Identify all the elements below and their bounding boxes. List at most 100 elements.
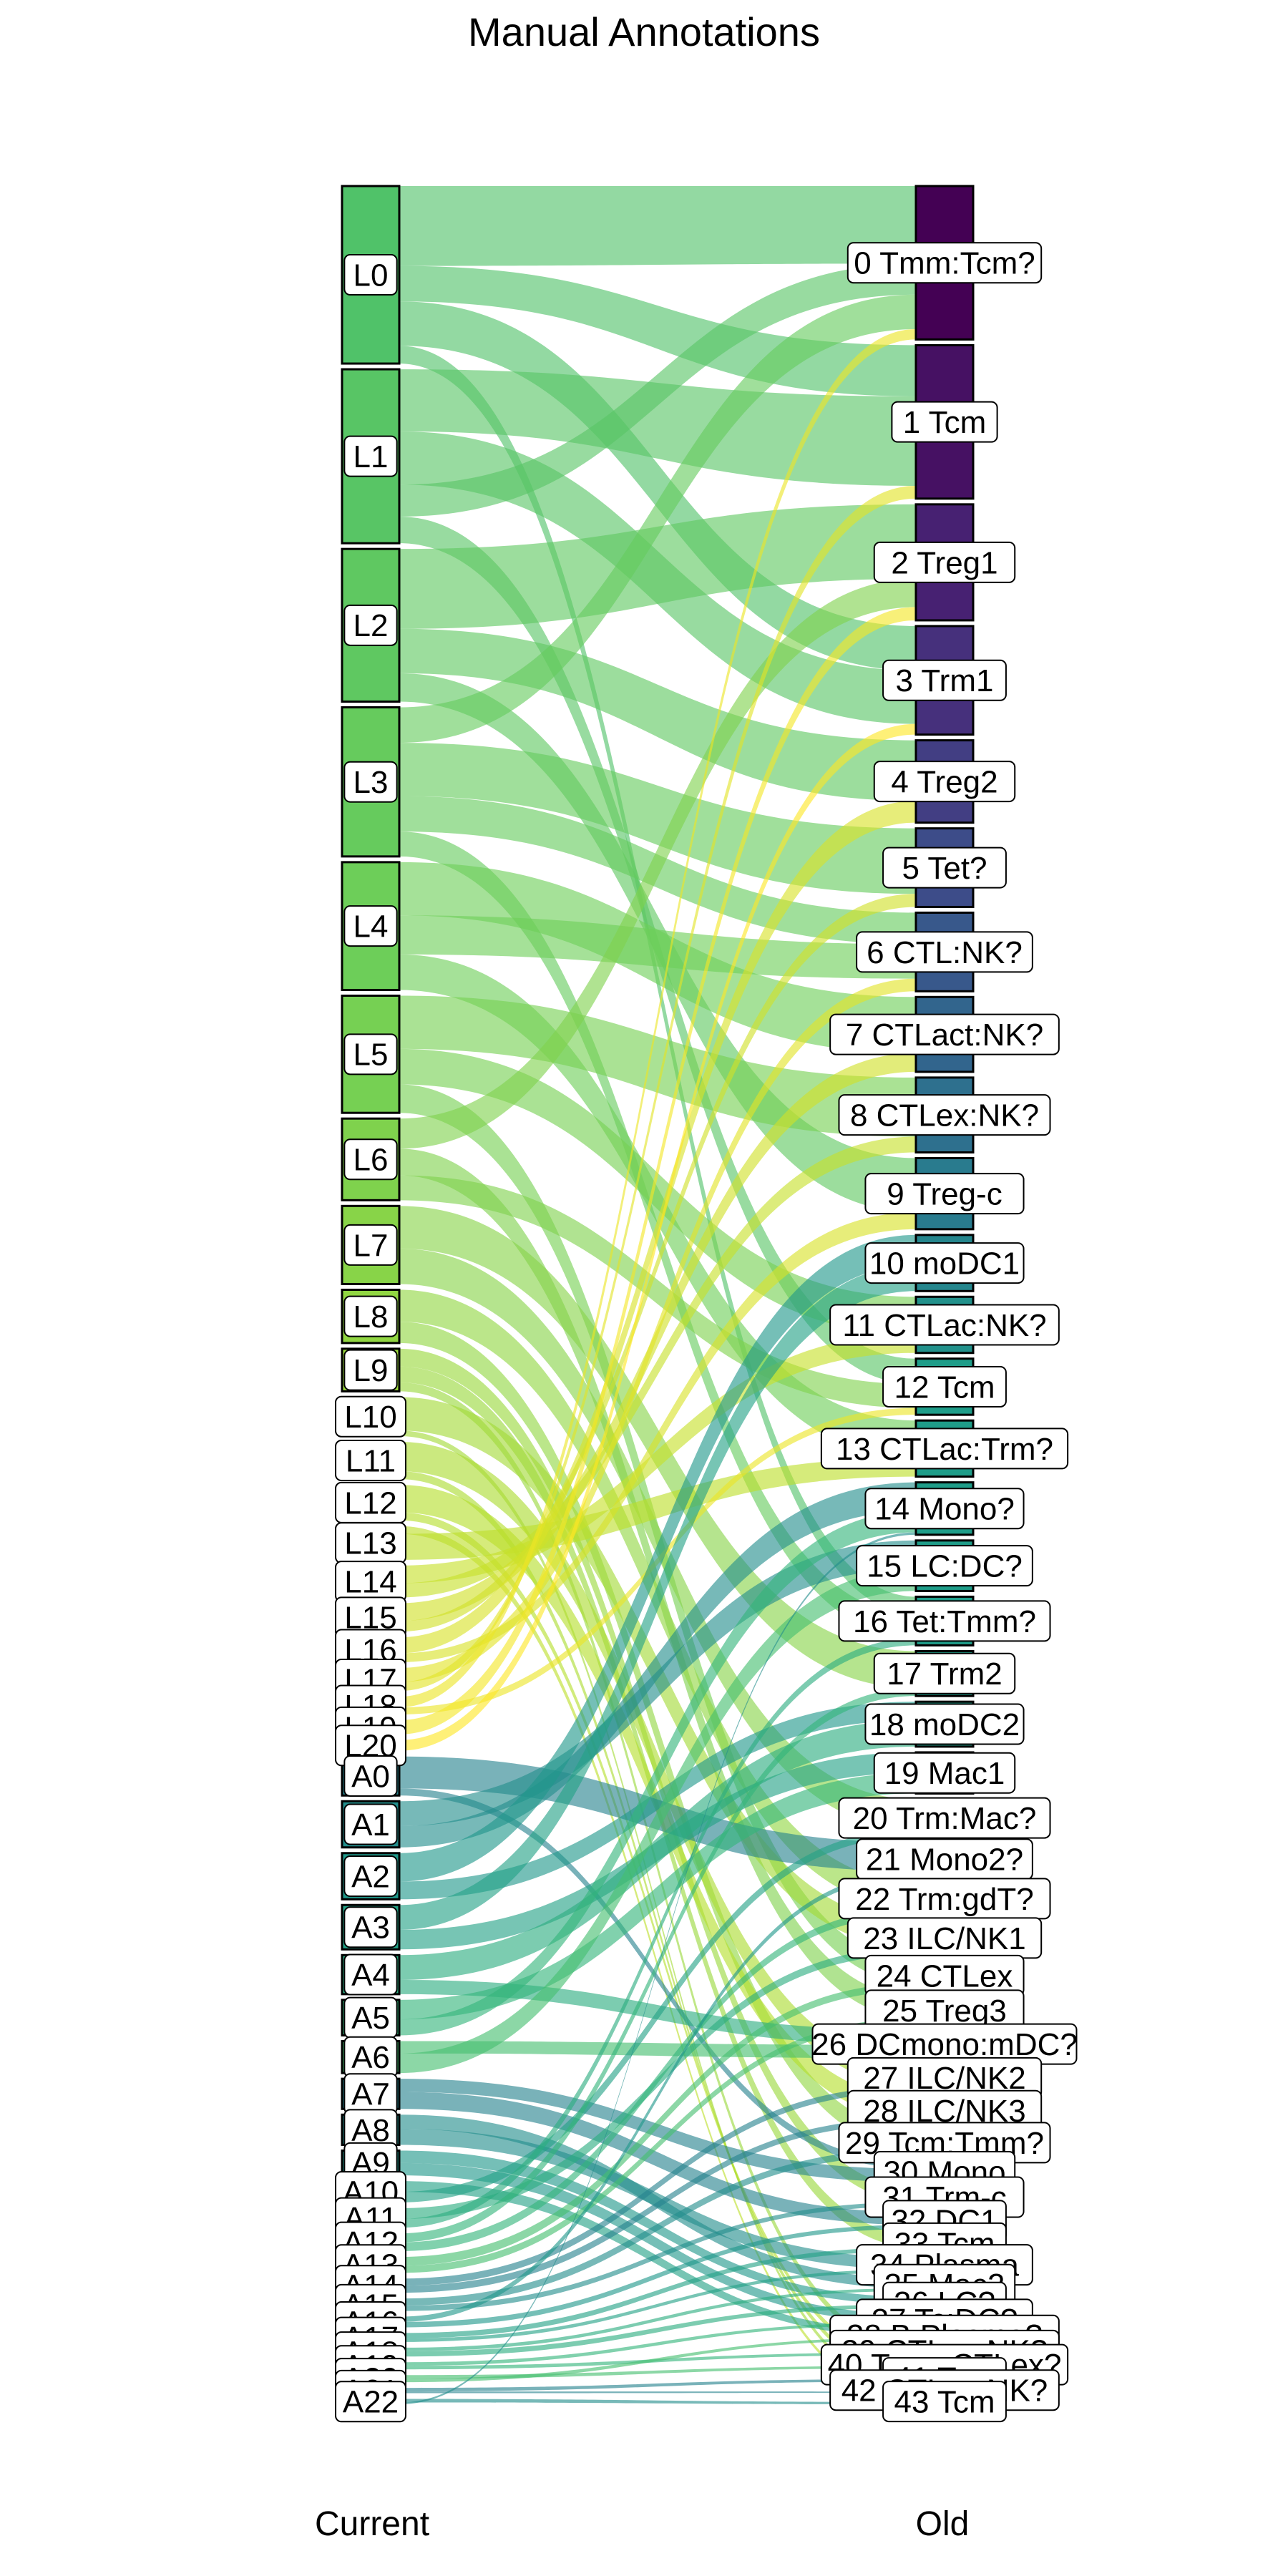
label-text: 10 moDC1 — [869, 1246, 1020, 1281]
label-box — [343, 1755, 398, 1797]
flow-L19-to-2-Treg1 — [399, 607, 916, 1735]
flow-L11-to-41-Tcm — [399, 1471, 916, 2379]
flow-L1-to-1-Tcm — [399, 369, 916, 486]
current-label-l0: L0 — [343, 254, 398, 296]
current-label-group: L0L1L2L3L4L5L6L7L8L9L10L11L12L13L14L15L1… — [335, 254, 406, 2423]
current-label-a7: A7 — [343, 2073, 398, 2115]
old-label-13-ctlac-trm-: 13 CTLac:Trm? — [820, 1428, 1069, 1470]
old-label-26-dcmono-mdc-: 26 DCmono:mDC? — [811, 2023, 1078, 2065]
flow-A14-to-28-ILC-NK3 — [399, 2117, 916, 2293]
label-text: L4 — [353, 909, 389, 945]
label-text: L5 — [353, 1038, 389, 1073]
flow-A8-to-34-Plasma — [399, 2128, 916, 2270]
flow-L13-to-13-CTLac-Trm- — [399, 1458, 916, 1560]
current-label-l11: L11 — [335, 1440, 406, 1482]
label-text: L10 — [344, 1400, 396, 1435]
flow-L6-to-12-Tcm — [399, 1175, 916, 1408]
flow-A11-to-16-Tet-Tmm- — [399, 1638, 916, 2228]
old-label-17-trm2: 17 Trm2 — [873, 1652, 1016, 1694]
flow-L0-to-0-Tmm-Tcm- — [399, 186, 916, 266]
old-label-18-modc2: 18 moDC2 — [864, 1703, 1025, 1745]
old-label-25-treg3: 25 Treg3 — [864, 1989, 1025, 2031]
label-text: L1 — [353, 439, 389, 474]
current-label-l2: L2 — [343, 604, 398, 646]
flow-A10-to-38-B-Plasma- — [399, 2181, 916, 2338]
current-label-l12: L12 — [335, 1481, 406, 1523]
label-box — [873, 541, 1016, 583]
flow-L0-to-3-Trm1 — [399, 301, 916, 671]
label-text: 25 Treg3 — [882, 1994, 1007, 2029]
flow-L14-to-11-CTLac-NK- — [399, 1334, 916, 1584]
old-label-14-mono-: 14 Mono? — [864, 1488, 1025, 1530]
label-text: 24 CTLex — [877, 1958, 1013, 1994]
current-label-a3: A3 — [343, 1906, 398, 1948]
flow-L17-to-1-Tcm — [399, 485, 916, 1692]
flow-group — [399, 186, 916, 2404]
flow-L1-to-0-Tmm-Tcm- — [399, 263, 916, 517]
flow-A5-to-19-Mac1 — [399, 1772, 916, 2020]
flow-A19-to-37-Tc-DC- — [399, 2322, 916, 2366]
old-label-group: 0 Tmm:Tcm? 1 Tcm 2 Treg1 3 Trm1 4 Treg2 5 Tet… — [811, 242, 1078, 2423]
label-box — [343, 1855, 398, 1898]
flow-A18-to-35-Mac2 — [399, 2288, 916, 2351]
old-label-24-ctlex: 24 CTLex — [864, 1954, 1025, 1996]
flow-L8-to-29-Tcm-Tmm- — [399, 1322, 916, 2150]
flow-A7-to-30-Mono — [399, 2079, 916, 2182]
old-label-2-treg1: 2 Treg1 — [873, 541, 1016, 583]
label-box — [829, 1304, 1060, 1346]
current-label-a8: A8 — [343, 2109, 398, 2151]
label-box — [856, 931, 1033, 973]
flow-A17-to-33-Tcm — [399, 2247, 916, 2338]
flow-L4-to-6-CTL-NK- — [399, 915, 916, 979]
current-label-l8: L8 — [343, 1295, 398, 1337]
flow-L5-to-8-CTLex-NK- — [399, 995, 916, 1137]
label-box — [873, 1752, 1016, 1794]
old-label-12-tcm: 12 Tcm — [882, 1365, 1007, 1407]
label-box — [343, 254, 398, 296]
label-box — [864, 1173, 1025, 1215]
old-label-5-tet-: 5 Tet? — [882, 847, 1007, 889]
old-label-15-lc-dc-: 15 LC:DC? — [856, 1545, 1033, 1587]
label-text: 8 CTLex:NK? — [850, 1098, 1039, 1133]
label-text: A2 — [351, 1859, 390, 1894]
label-box — [882, 2381, 1007, 2423]
label-box — [882, 847, 1007, 889]
label-text: 18 moDC2 — [869, 1707, 1020, 1742]
old-label-19-mac1: 19 Mac1 — [873, 1752, 1016, 1794]
flow-A21-to-42-CTLex-NK- — [399, 2391, 916, 2394]
flow-A22-to-43-Tcm — [399, 2399, 916, 2404]
current-label-l9: L9 — [343, 1349, 398, 1391]
old-label-20-trm-mac-: 20 Trm:Mac? — [838, 1797, 1051, 1839]
flow-L2-to-2-Treg1 — [399, 504, 916, 629]
old-label-6-ctl-nk-: 6 CTL:NK? — [856, 931, 1033, 973]
flow-L6-to-25-Treg3 — [399, 1148, 916, 2019]
flow-L5-to-11-CTLac-NK- — [399, 1048, 916, 1335]
current-label-a5: A5 — [343, 1996, 398, 2039]
flow-L12-to-40-Tmm-CTLex- — [399, 1512, 916, 2366]
flow-L16-to-4-Treg2 — [399, 801, 916, 1654]
flow-A1-to-15-LC-DC- — [399, 1540, 916, 1826]
current-label-a0: A0 — [343, 1755, 398, 1797]
label-box — [335, 2381, 406, 2423]
label-box — [856, 1545, 1033, 1587]
label-text: 20 Trm:Mac? — [853, 1801, 1037, 1836]
label-text: 22 Trm:gdT? — [855, 1882, 1033, 1917]
label-text: 15 LC:DC? — [867, 1549, 1023, 1584]
flow-L15-to-7-CTLact-NK- — [399, 1053, 916, 1621]
label-text: L14 — [344, 1565, 396, 1600]
old-label-1-tcm: 1 Tcm — [891, 401, 998, 443]
old-label-7-ctlact-nk-: 7 CTLact:NK? — [829, 1013, 1060, 1055]
old-label-11-ctlac-nk-: 11 CTLac:NK? — [829, 1304, 1060, 1346]
label-text: 23 ILC/NK1 — [863, 1921, 1025, 1956]
flow-L16-to-9-Treg-c — [399, 1212, 916, 1662]
label-box — [335, 1395, 406, 1438]
flow-L3-to-5-Tet- — [399, 743, 916, 894]
label-text: A8 — [351, 2113, 390, 2148]
flow-L7-to-17-Trm2 — [399, 1206, 916, 1689]
flow-L10-to-42-CTLex-NK- — [399, 1430, 916, 2392]
flow-A16-to-32-DC1 — [399, 2225, 916, 2328]
label-box — [343, 905, 398, 947]
flow-L15-to-5-Tet- — [399, 894, 916, 1632]
current-label-l7: L7 — [343, 1224, 398, 1266]
